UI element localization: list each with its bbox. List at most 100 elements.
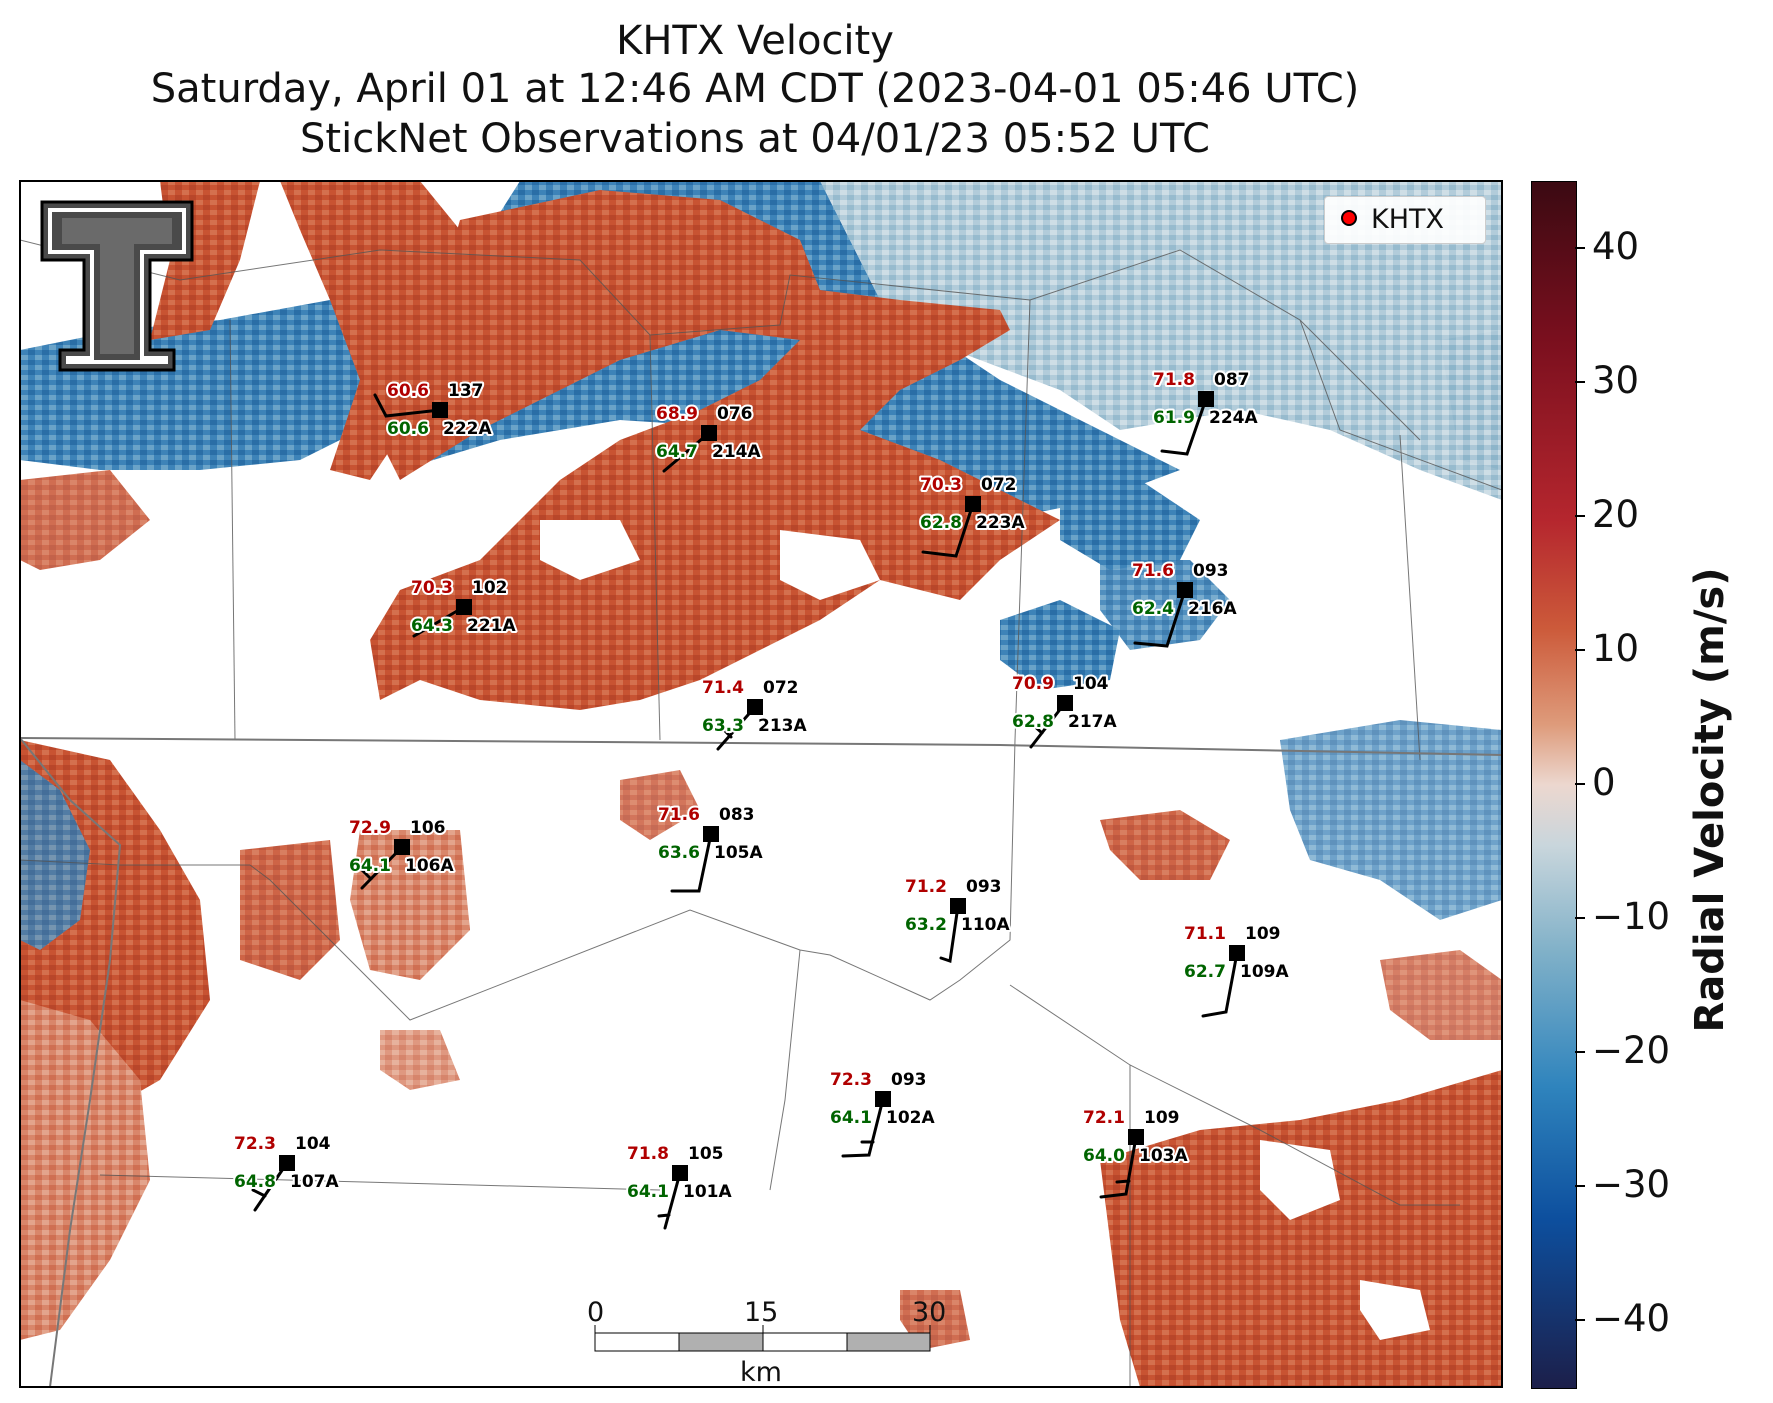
station-marker-icon (965, 496, 981, 512)
station-wind-direction: 072 (981, 475, 1017, 495)
station-id: 213A (758, 716, 807, 736)
station-temperature: 71.1 (1184, 924, 1226, 944)
station-dewpoint: 64.1 (830, 1108, 872, 1128)
station-wind-direction: 087 (1214, 370, 1250, 390)
station-dewpoint: 63.6 (658, 843, 700, 863)
station-id: 221A (467, 616, 516, 636)
wind-barb-icon (1201, 951, 1239, 1018)
map-legend: KHTX (1324, 196, 1486, 244)
station-marker-icon (701, 425, 717, 441)
station-id: 216A (1188, 599, 1237, 619)
station-wind-direction: 109 (1144, 1108, 1180, 1128)
colorbar-tick-label: −40 (1592, 1297, 1671, 1340)
station-wind-direction: 102 (472, 578, 508, 598)
colorbar-tick-mark (1575, 515, 1585, 517)
station-id: 217A (1068, 712, 1117, 732)
station-temperature: 72.1 (1083, 1108, 1125, 1128)
scale-bar (594, 1325, 931, 1352)
colorbar-tick-label: −10 (1592, 895, 1671, 938)
station-temperature: 71.6 (658, 805, 700, 825)
station-223A: 70.3 072 62.8 223A (918, 473, 1027, 558)
station-wind-direction: 106 (410, 818, 446, 838)
title-line-3: StickNet Observations at 04/01/23 05:52 … (300, 116, 1210, 162)
station-dewpoint: 62.8 (1012, 712, 1054, 732)
station-102A: 72.3 093 64.1 102A (828, 1068, 937, 1158)
station-217A: 70.9 104 62.8 217A (1010, 672, 1119, 749)
station-wind-direction: 072 (763, 678, 799, 698)
station-marker-icon (1229, 945, 1245, 961)
station-temperature: 70.9 (1012, 674, 1054, 694)
radar-site-marker-icon (1341, 210, 1357, 226)
station-wind-direction: 105 (688, 1144, 724, 1164)
colorbar-tick-label: −20 (1592, 1029, 1671, 1072)
station-temperature: 68.9 (656, 404, 698, 424)
station-213A: 71.4 072 63.3 213A (700, 676, 809, 751)
texas-tech-logo (40, 200, 194, 372)
colorbar-tick-mark (1575, 247, 1585, 249)
station-id: 110A (961, 915, 1010, 935)
station-temperature: 72.3 (830, 1070, 872, 1090)
station-221A: 70.3 102 64.3 221A (409, 576, 518, 638)
station-222A: 60.6 137 60.6 222A (373, 379, 494, 441)
title-line-2: Saturday, April 01 at 12:46 AM CDT (2023… (150, 66, 1360, 112)
scale-unit: km (740, 1357, 782, 1388)
station-dewpoint: 64.3 (411, 616, 453, 636)
station-id: 103A (1139, 1146, 1188, 1166)
station-wind-direction: 093 (966, 877, 1002, 897)
station-id: 224A (1209, 408, 1258, 428)
station-dewpoint: 64.1 (349, 856, 391, 876)
station-dewpoint: 64.7 (656, 442, 698, 462)
station-107A: 72.3 104 64.8 107A (232, 1132, 341, 1212)
colorbar-tick-mark (1575, 917, 1585, 919)
station-id: 214A (712, 442, 761, 462)
station-marker-icon (747, 699, 763, 715)
station-109A: 71.1 109 62.7 109A (1182, 922, 1291, 1018)
wind-barb-icon (939, 904, 960, 963)
county-boundaries (20, 239, 1502, 1387)
colorbar-tick-mark (1575, 381, 1585, 383)
station-marker-icon (1128, 1129, 1144, 1145)
station-id: 107A (290, 1172, 339, 1192)
station-temperature: 70.3 (920, 475, 962, 495)
station-marker-icon (875, 1091, 891, 1107)
station-id: 222A (443, 419, 492, 439)
station-wind-direction: 093 (891, 1070, 927, 1090)
colorbar-tick-label: 20 (1592, 493, 1640, 536)
colorbar-tick-mark (1575, 1051, 1585, 1053)
scale-tick-30: 30 (912, 1297, 947, 1328)
station-marker-icon (1198, 391, 1214, 407)
legend-label: KHTX (1371, 204, 1444, 235)
station-110A: 71.2 093 63.2 110A (903, 875, 1012, 963)
station-id: 105A (714, 843, 763, 863)
station-wind-direction: 093 (1193, 561, 1229, 581)
station-dewpoint: 63.2 (905, 915, 947, 935)
station-temperature: 71.8 (627, 1144, 669, 1164)
station-dewpoint: 64.0 (1083, 1146, 1125, 1166)
station-marker-icon (672, 1165, 688, 1181)
state-boundaries (20, 737, 1502, 1387)
colorbar-tick-label: 0 (1592, 761, 1616, 804)
station-temperature: 70.3 (411, 578, 453, 598)
wind-barb-icon (1133, 588, 1187, 648)
title-line-1: KHTX Velocity (616, 18, 894, 64)
station-id: 223A (976, 513, 1025, 533)
station-101A: 71.8 105 64.1 101A (625, 1142, 734, 1230)
station-dewpoint: 63.3 (702, 716, 744, 736)
station-marker-icon (279, 1155, 295, 1171)
wind-barb-icon (921, 502, 975, 558)
sticknet-stations: 60.6 137 60.6 222A 68.9 076 64.7 214A 70.3 072 62.… (232, 368, 1291, 1230)
station-id: 102A (886, 1108, 935, 1128)
wind-barb-icon (841, 1097, 885, 1158)
station-103A: 72.1 109 64.0 103A (1081, 1106, 1190, 1199)
velocity-colorbar (1531, 181, 1577, 1389)
station-marker-icon (950, 898, 966, 914)
station-wind-direction: 137 (448, 381, 484, 401)
station-temperature: 71.8 (1153, 370, 1195, 390)
station-temperature: 72.9 (349, 818, 391, 838)
station-id: 101A (683, 1182, 732, 1202)
colorbar-tick-mark (1575, 649, 1585, 651)
station-marker-icon (1057, 695, 1073, 711)
colorbar-tick-label: 40 (1592, 225, 1640, 268)
scale-tick-0: 0 (587, 1297, 605, 1328)
